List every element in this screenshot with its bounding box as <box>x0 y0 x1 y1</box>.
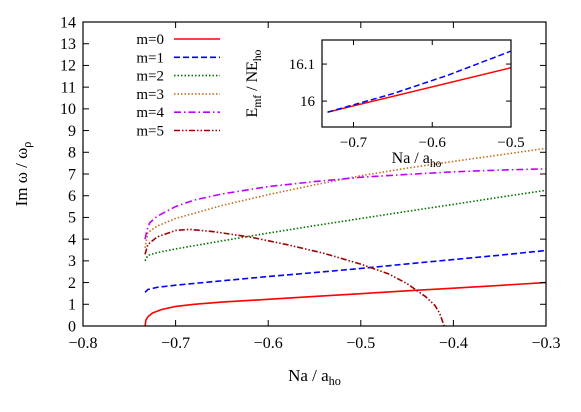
main-plot: −0.8 −0.7 −0.6 −0.5 −0.4 −0.30123456789101112… <box>12 14 561 388</box>
main-xaxis-label: Na / aho​ <box>288 366 341 388</box>
main-ytick-label: 14 <box>60 14 76 31</box>
inset-xtick-label: −0.7 <box>340 135 368 151</box>
main-ytick-label: 7 <box>68 166 76 183</box>
main-ytick-label: 8 <box>68 145 76 162</box>
main-ytick-label: 1 <box>68 297 76 314</box>
main-series-m-1 <box>144 249 546 293</box>
inset-frame <box>321 39 512 128</box>
main-ytick-label: 12 <box>60 58 76 75</box>
main-ytick-label: 4 <box>68 231 76 248</box>
main-series-m-3 <box>144 147 546 248</box>
legend: m=0 m=1 m=2 m=3 m=4 m=5 <box>136 32 220 140</box>
legend-label: m=4 <box>136 105 164 121</box>
inset-ytick-label: 16 <box>300 94 316 110</box>
legend-label: m=3 <box>136 87 164 103</box>
main-curves <box>144 147 546 326</box>
inset-xtick-label: −0.5 <box>497 135 524 151</box>
main-xtick-label: −0.4 <box>439 335 468 352</box>
inset-ytick-label: 16.1 <box>289 57 315 73</box>
inset-background <box>322 40 511 127</box>
main-ytick-label: 5 <box>68 210 76 227</box>
legend-label: m=0 <box>136 32 164 48</box>
legend-label: m=1 <box>136 50 164 66</box>
main-ytick-label: 13 <box>60 36 76 53</box>
inset-xaxis-label: Na / aho​ <box>392 150 442 170</box>
legend-label: m=5 <box>136 124 164 140</box>
inset-curves <box>327 50 511 113</box>
main-xtick-label: −0.7 <box>161 335 190 352</box>
main-series-m-4 <box>144 167 546 240</box>
main-series-m-0 <box>144 281 546 326</box>
main-xtick-label: −0.6 <box>254 335 283 352</box>
main-ytick-label: 6 <box>68 188 76 205</box>
legend-label: m=2 <box>136 69 164 85</box>
main-series-m-5 <box>144 228 445 326</box>
inset-xtick-label: −0.6 <box>419 135 447 151</box>
inset-series-curve-0 <box>327 67 511 113</box>
main-xtick-label: −0.3 <box>531 335 560 352</box>
main-ytick-label: 9 <box>68 123 76 140</box>
main-ytick-label: 0 <box>68 318 76 335</box>
main-ytick-label: 11 <box>61 79 76 96</box>
main-ytick-label: 10 <box>60 101 76 118</box>
main-ytick-label: 3 <box>68 253 76 270</box>
main-ytick-label: 2 <box>68 275 76 292</box>
main-yaxis-label: Im ω / ωρ​ <box>12 142 34 207</box>
main-xtick-label: −0.5 <box>346 335 375 352</box>
main-series-m-2 <box>144 189 546 262</box>
main-xtick-label: −0.8 <box>68 335 97 352</box>
